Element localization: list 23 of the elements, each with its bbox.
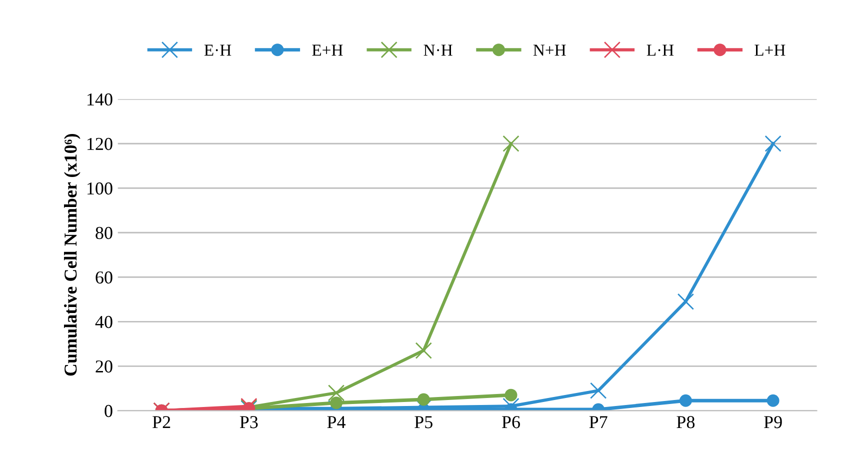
x-tick-label: P2: [152, 416, 170, 428]
y-tick-label: 40: [95, 316, 112, 328]
legend-label: E·H: [204, 44, 232, 56]
y-tick-label: 60: [96, 271, 112, 284]
y-tick-label: 20: [96, 360, 112, 373]
x-tick-label: P3: [240, 416, 258, 428]
x-tick-label: P6: [502, 416, 520, 428]
y-axis-title: Cumulative Cell Number (x10⁶): [64, 134, 80, 376]
x-tick-label: P5: [414, 416, 432, 428]
y-tick-label: 140: [88, 93, 112, 106]
x-tick-label: P4: [327, 416, 346, 428]
legend-label: N·H: [424, 44, 452, 56]
legend-label: L+H: [754, 44, 786, 56]
x-tick-label: P9: [764, 416, 782, 428]
legend-label: L·H: [646, 44, 674, 56]
y-tick-label: 120: [88, 138, 112, 150]
legend-label: E+H: [312, 44, 343, 56]
y-tick-label: 80: [96, 226, 112, 240]
x-tick-label: P7: [589, 416, 608, 428]
legend-label: N+H: [533, 44, 566, 56]
y-tick-label: 100: [88, 182, 112, 195]
y-tick-label: 0: [104, 404, 112, 418]
x-tick-label: P8: [676, 416, 695, 428]
